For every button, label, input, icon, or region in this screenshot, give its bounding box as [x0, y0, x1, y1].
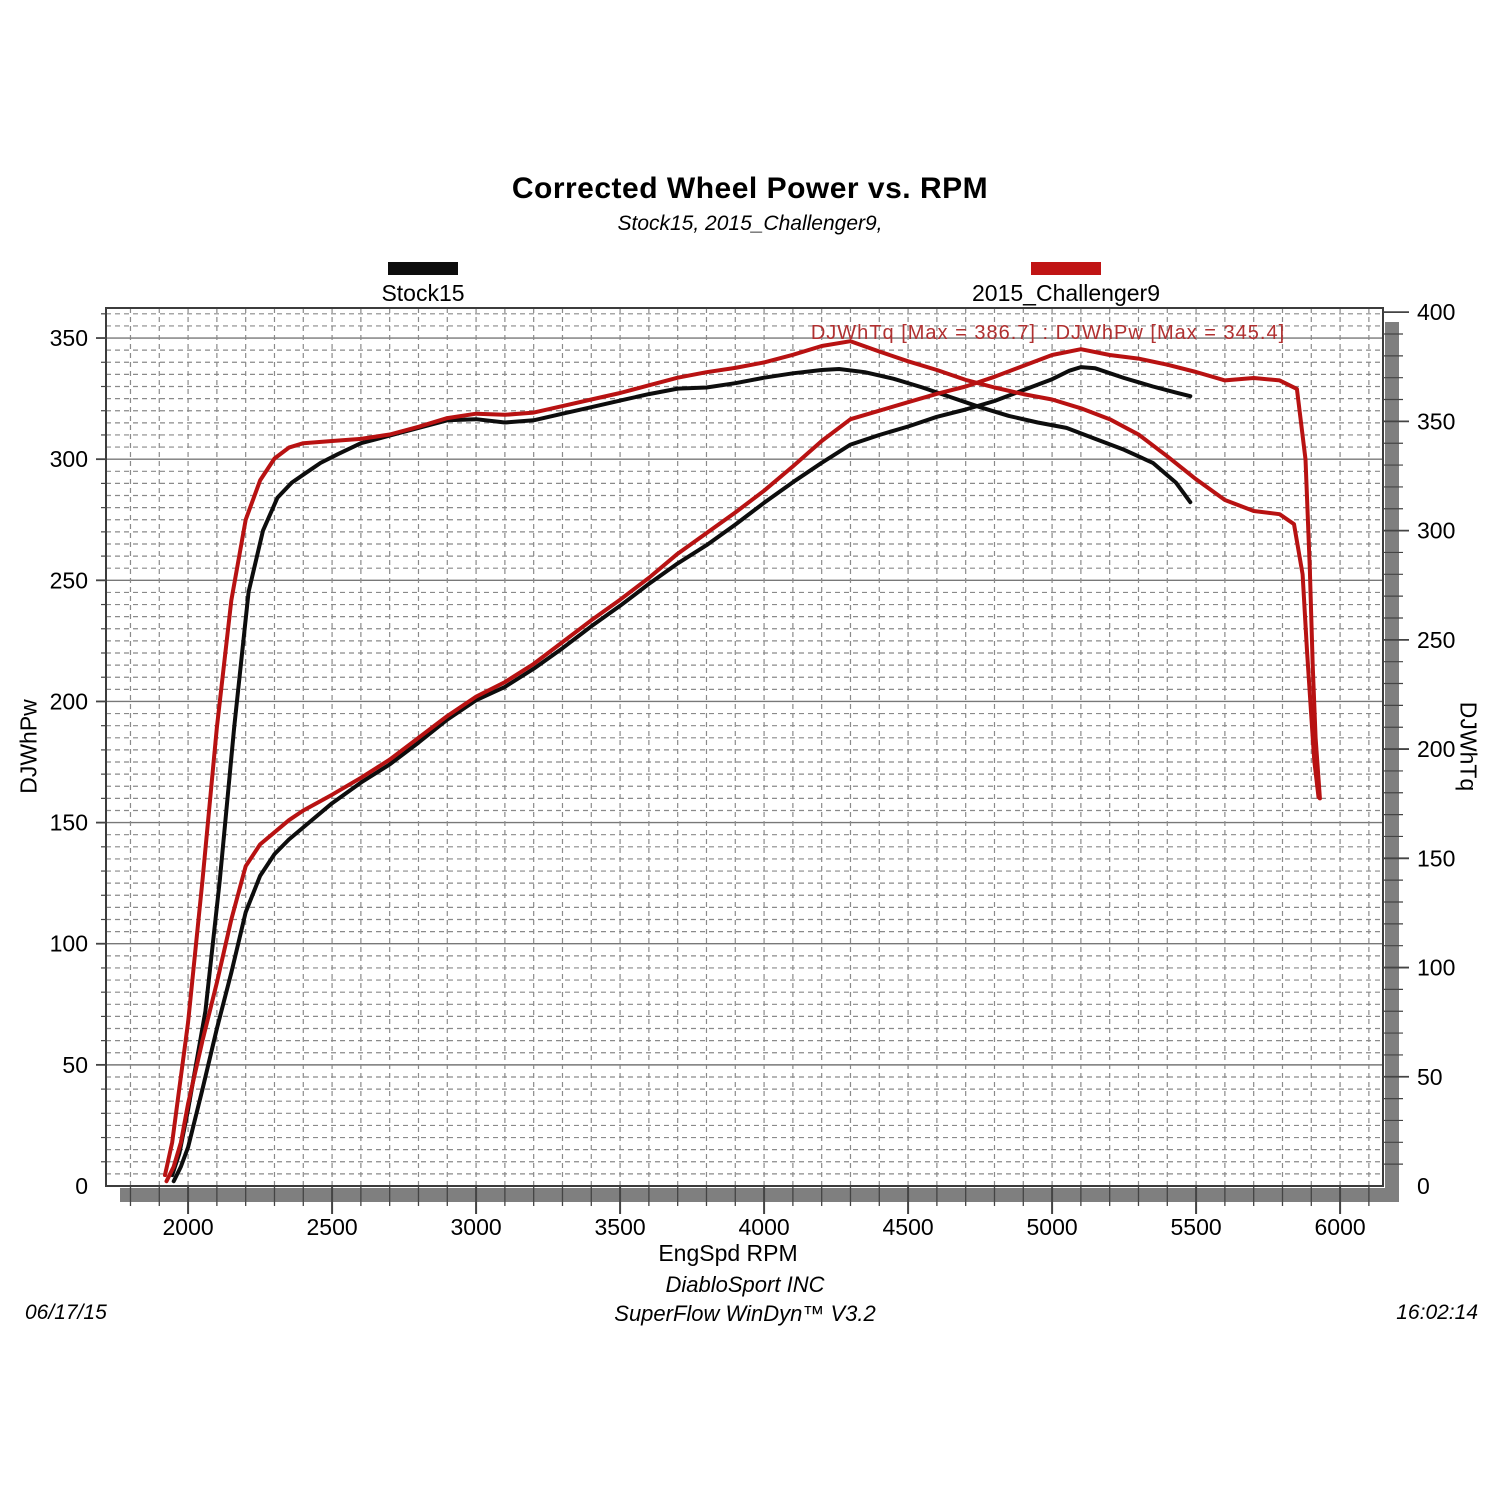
x-axis-title: EngSpd RPM [658, 1240, 798, 1266]
y-left-tick-label: 350 [50, 325, 88, 351]
curve-stock15-djwhtq [170, 367, 1193, 1178]
y-left-tick-label: 100 [50, 931, 88, 957]
y-axis-right-title: DJWhTq [1455, 701, 1482, 792]
y-right-tick-label: 300 [1417, 518, 1455, 544]
x-tick-label: 5500 [1171, 1214, 1222, 1240]
y-left-tick-label: 200 [50, 688, 88, 714]
x-tick-label: 3000 [450, 1214, 501, 1240]
chart-title: Corrected Wheel Power vs. RPM [511, 172, 989, 205]
y-right-tick-label: 250 [1417, 627, 1455, 653]
plot-border [105, 307, 1384, 1187]
legend-label-challenger9: 2015_Challenger9 [972, 280, 1160, 306]
plot-shadow-right [1385, 322, 1399, 1202]
legend-label-stock15: Stock15 [381, 280, 465, 306]
chart-subtitle: Stock15, 2015_Challenger9, [617, 212, 883, 235]
x-tick-label: 4500 [882, 1214, 933, 1240]
curve-2015-challenger9-djwhpw [164, 347, 1322, 1184]
x-tick-label: 3500 [594, 1214, 645, 1240]
y-left-tick-label: 150 [50, 810, 88, 836]
y-right-tick-label: 350 [1417, 408, 1455, 434]
y-right-tick-label: 50 [1417, 1064, 1443, 1090]
y-right-tick-label: 100 [1417, 955, 1455, 981]
y-right-tick-label: 400 [1417, 299, 1455, 325]
footer-date: 06/17/15 [25, 1301, 107, 1324]
y-right-tick-label: 150 [1417, 845, 1455, 871]
plot-background [106, 308, 1383, 1186]
footer-company: DiabloSport INC [665, 1272, 825, 1297]
x-tick-label: 2500 [306, 1214, 357, 1240]
curve-stock15-djwhpw [171, 365, 1193, 1184]
footer-time: 16:02:14 [1396, 1301, 1478, 1324]
legend-swatch-challenger9 [1031, 262, 1101, 275]
y-right-tick-label: 0 [1417, 1173, 1430, 1199]
y-left-tick-label: 0 [75, 1173, 88, 1199]
legend-swatch-stock15 [388, 262, 458, 275]
y-axis-left-title: DJWhPw [15, 699, 42, 794]
y-right-tick-label: 200 [1417, 736, 1455, 762]
footer-software: SuperFlow WinDyn™ V3.2 [614, 1301, 876, 1326]
max-values-annotation: DJWhTq [Max = 386.7] : DJWhPw [Max = 345… [810, 322, 1286, 344]
y-left-tick-label: 300 [50, 446, 88, 472]
x-tick-label: 5000 [1027, 1214, 1078, 1240]
x-tick-label: 6000 [1315, 1214, 1366, 1240]
plot-shadow-bottom [120, 1188, 1399, 1202]
curve-2015-challenger9-djwhtq [163, 339, 1321, 1178]
x-tick-label: 2000 [162, 1214, 213, 1240]
x-tick-label: 4000 [738, 1214, 789, 1240]
y-left-tick-label: 50 [62, 1052, 88, 1078]
y-left-tick-label: 250 [50, 567, 88, 593]
